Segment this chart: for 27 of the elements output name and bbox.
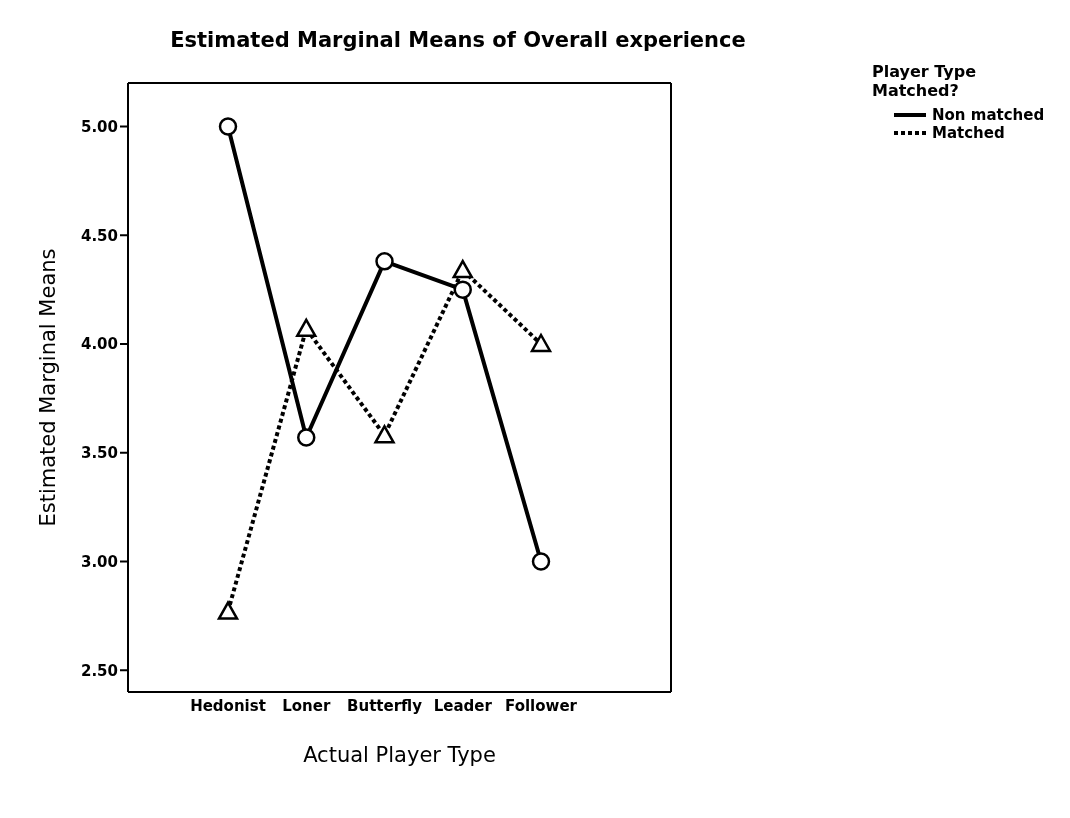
- point: [375, 252, 394, 271]
- point: [530, 333, 552, 353]
- point: [297, 428, 316, 447]
- legend-label: Non matched: [932, 106, 1045, 124]
- y-tick-label: 4.00: [80, 335, 118, 354]
- x-tick-label: Follower: [505, 696, 578, 715]
- y-tick-label: 2.50: [80, 661, 118, 680]
- point: [217, 601, 239, 620]
- point: [453, 280, 472, 299]
- x-tick-label: Butterfly: [347, 696, 423, 715]
- x-tick-label: Loner: [282, 696, 331, 715]
- x-tick-label: Leader: [433, 696, 493, 715]
- legend-label: Matched: [932, 124, 1005, 142]
- point: [296, 318, 317, 338]
- y-tick-label: 5.00: [80, 117, 118, 136]
- point: [452, 259, 473, 279]
- y-tick-label: 4.50: [80, 226, 118, 245]
- chart-title: Estimated Marginal Means of Overall experience: [169, 28, 747, 52]
- x-tick-label: Hedonist: [190, 696, 266, 715]
- point: [374, 425, 395, 444]
- y-axis-title: Estimated Marginal Means: [36, 248, 61, 527]
- x-axis-title: Actual Player Type: [303, 743, 496, 767]
- y-tick-label: 3.50: [80, 444, 118, 463]
- point: [531, 552, 551, 571]
- y-tick-label: 3.00: [80, 552, 118, 571]
- point: [218, 117, 238, 136]
- legend-title: Player Type Matched?: [872, 62, 977, 100]
